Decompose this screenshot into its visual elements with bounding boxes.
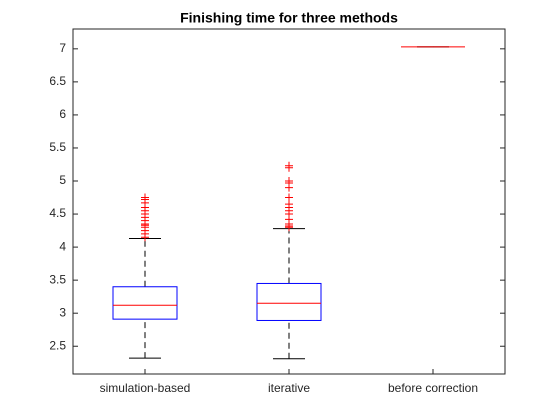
x-tick-label: before correction	[388, 381, 478, 395]
outlier	[285, 193, 293, 202]
y-tick-label: 4	[59, 239, 66, 253]
y-tick-label: 5.5	[49, 140, 66, 154]
outlier	[285, 177, 293, 186]
x-tick-label: iterative	[268, 381, 310, 395]
box	[256, 282, 322, 321]
box	[112, 286, 178, 320]
y-tick-label: 6	[59, 107, 66, 121]
y-tick-label: 3	[59, 305, 66, 319]
y-tick-label: 5	[59, 173, 66, 187]
x-tick-label: simulation-based	[100, 381, 191, 395]
y-tick-label: 4.5	[49, 206, 66, 220]
y-tick-label: 7	[59, 41, 66, 55]
y-tick-label: 3.5	[49, 272, 66, 286]
outlier	[285, 161, 293, 170]
outlier	[141, 193, 149, 202]
y-tick-label: 2.5	[49, 338, 66, 352]
y-tick-label: 6.5	[49, 74, 66, 88]
chart-title: Finishing time for three methods	[180, 10, 398, 26]
